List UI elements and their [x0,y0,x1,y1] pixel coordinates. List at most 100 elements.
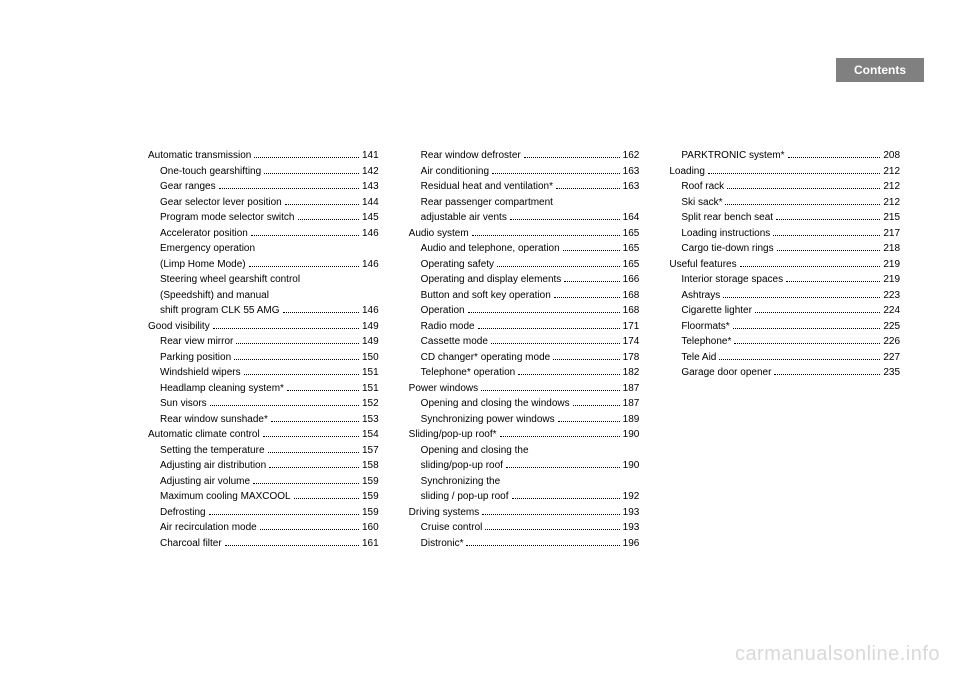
toc-continuation: Synchronizing the [409,474,640,490]
toc-line: Gear selector lever position144 [148,195,379,211]
toc-leader-dots [723,297,880,298]
toc-leader-dots [253,483,359,484]
toc-leader-dots [468,312,620,313]
toc-columns: Automatic transmission141One-touch gears… [148,148,900,551]
toc-leader-dots [271,421,359,422]
toc-leader-dots [234,359,359,360]
toc-page-number: 193 [623,505,640,521]
toc-line: Power windows187 [409,381,640,397]
toc-label: Floormats* [669,319,729,335]
toc-page-number: 159 [362,474,379,490]
toc-leader-dots [725,204,880,205]
toc-line: Audio and telephone, operation 165 [409,241,640,257]
toc-label: Ashtrays [669,288,720,304]
toc-leader-dots [269,467,359,468]
toc-label: Maximum cooling MAXCOOL [148,489,291,505]
toc-line: Headlamp cleaning system*151 [148,381,379,397]
toc-page-number: 226 [883,334,900,350]
toc-line: Distronic*196 [409,536,640,552]
toc-continuation: (Speedshift) and manual [148,288,379,304]
toc-line: Automatic climate control154 [148,427,379,443]
toc-label: Split rear bench seat [669,210,773,226]
toc-label: Accelerator position [148,226,248,242]
toc-page-number: 144 [362,195,379,211]
toc-leader-dots [564,281,619,282]
toc-page-number: 212 [883,195,900,211]
toc-line: Operating and display elements166 [409,272,640,288]
toc-leader-dots [734,343,880,344]
toc-line: Gear ranges143 [148,179,379,195]
toc-line: adjustable air vents164 [409,210,640,226]
toc-leader-dots [298,219,359,220]
toc-page-number: 151 [362,365,379,381]
toc-label: Ski sack* [669,195,722,211]
toc-leader-dots [249,266,359,267]
toc-label: Useful features [669,257,736,273]
toc-line: Cigarette lighter224 [669,303,900,319]
toc-leader-dots [264,173,359,174]
toc-page-number: 218 [883,241,900,257]
toc-continuation: Opening and closing the [409,443,640,459]
toc-line: Split rear bench seat215 [669,210,900,226]
toc-page-number: 196 [623,536,640,552]
toc-label: adjustable air vents [409,210,507,226]
toc-label: Loading instructions [669,226,770,242]
toc-line: Loading instructions 217 [669,226,900,242]
toc-label: Air conditioning [409,164,489,180]
toc-page-number: 165 [623,241,640,257]
toc-leader-dots [268,452,359,453]
toc-line: Radio mode171 [409,319,640,335]
toc-label: One-touch gearshifting [148,164,261,180]
toc-line: Interior storage spaces219 [669,272,900,288]
toc-line: Residual heat and ventilation*163 [409,179,640,195]
toc-page-number: 159 [362,489,379,505]
toc-label: Rear window sunshade* [148,412,268,428]
toc-line: Setting the temperature157 [148,443,379,459]
toc-leader-dots [573,405,620,406]
toc-continuation: Emergency operation [148,241,379,257]
toc-line: (Limp Home Mode)146 [148,257,379,273]
toc-page-number: 187 [623,396,640,412]
header-tab: Contents [836,58,924,82]
toc-page-number: 212 [883,164,900,180]
toc-page-number: 174 [623,334,640,350]
toc-line: sliding / pop-up roof192 [409,489,640,505]
toc-label: Parking position [148,350,231,366]
toc-leader-dots [776,219,880,220]
toc-line: Telephone*226 [669,334,900,350]
toc-page-number: 212 [883,179,900,195]
toc-line: Useful features219 [669,257,900,273]
toc-page-number: 223 [883,288,900,304]
toc-line: PARKTRONIC system*208 [669,148,900,164]
toc-line: Windshield wipers151 [148,365,379,381]
toc-leader-dots [773,235,880,236]
toc-label: Air recirculation mode [148,520,257,536]
toc-page-number: 235 [883,365,900,381]
toc-leader-dots [225,545,359,546]
toc-page-number: 208 [883,148,900,164]
toc-page-number: 217 [883,226,900,242]
toc-label: Audio and telephone, operation [409,241,560,257]
toc-label: Button and soft key operation [409,288,551,304]
toc-page-number: 192 [623,489,640,505]
toc-page-number: 146 [362,257,379,273]
toc-label: Roof rack [669,179,724,195]
toc-leader-dots [497,266,620,267]
toc-leader-dots [209,514,359,515]
toc-leader-dots [472,235,620,236]
toc-continuation: Steering wheel gearshift control [148,272,379,288]
toc-label: Adjusting air distribution [148,458,266,474]
toc-leader-dots [287,390,359,391]
toc-line: One-touch gearshifting142 [148,164,379,180]
header-title: Contents [854,63,906,77]
toc-page-number: 166 [623,272,640,288]
toc-label: Gear ranges [148,179,216,195]
toc-label: Cargo tie-down rings [669,241,773,257]
toc-line: Synchronizing power windows189 [409,412,640,428]
toc-label: Tele Aid [669,350,716,366]
toc-line: Defrosting159 [148,505,379,521]
toc-line: Ski sack* 212 [669,195,900,211]
toc-label: Operation [409,303,465,319]
toc-page-number: 150 [362,350,379,366]
toc-line: Audio system165 [409,226,640,242]
